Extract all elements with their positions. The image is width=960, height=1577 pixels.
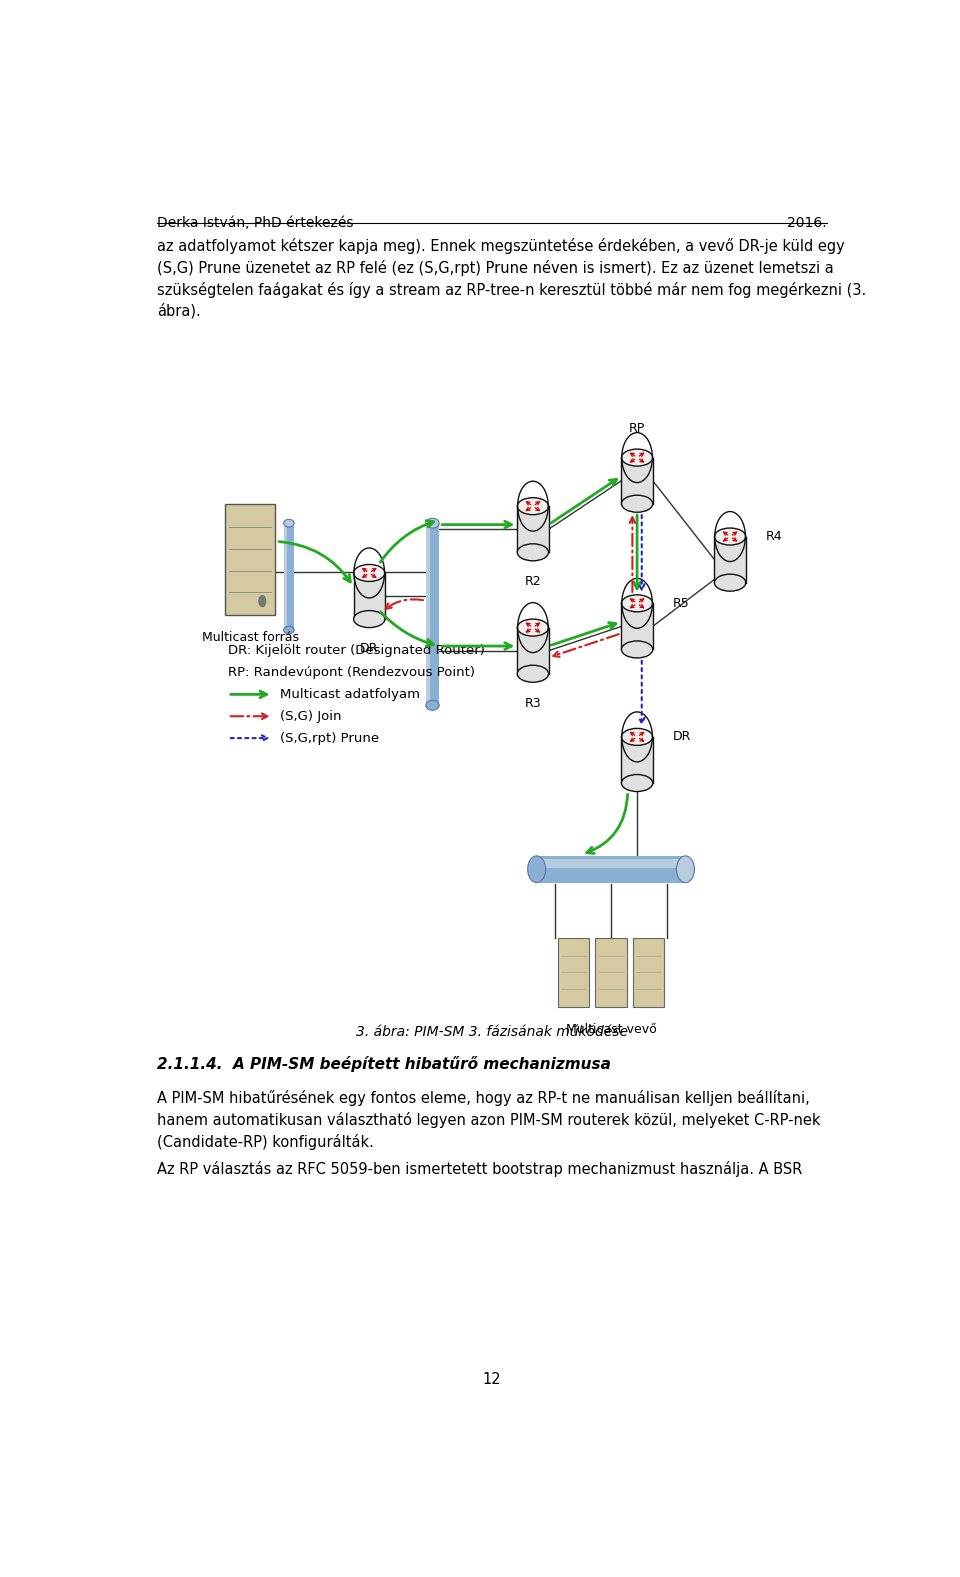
Text: RP: RP	[629, 421, 645, 435]
Text: A PIM-SM hibatűrésének egy fontos eleme, hogy az RP-t ne manuálisan kelljen beál: A PIM-SM hibatűrésének egy fontos eleme,…	[157, 1090, 810, 1105]
Text: az adatfolyamot kétszer kapja meg). Ennek megszüntetése érdekében, a vevő DR-je : az adatfolyamot kétszer kapja meg). Enne…	[157, 238, 845, 254]
Ellipse shape	[517, 665, 548, 683]
Ellipse shape	[677, 856, 694, 883]
FancyBboxPatch shape	[558, 938, 589, 1008]
Ellipse shape	[517, 544, 548, 561]
Text: DR: Kijelölt router (Designated Router): DR: Kijelölt router (Designated Router)	[228, 643, 485, 658]
Ellipse shape	[621, 774, 653, 792]
Ellipse shape	[353, 565, 385, 582]
Text: (S,G,rpt) Prune: (S,G,rpt) Prune	[280, 732, 379, 744]
Ellipse shape	[517, 620, 548, 636]
Text: R2: R2	[524, 576, 541, 588]
Bar	[517, 628, 548, 673]
Ellipse shape	[517, 498, 548, 514]
Bar	[283, 524, 294, 631]
Circle shape	[259, 596, 266, 607]
Bar	[621, 736, 653, 784]
Text: Az RP választás az RFC 5059-ben ismertetett bootstrap mechanizmust használja. A : Az RP választás az RFC 5059-ben ismertet…	[157, 1161, 803, 1176]
Bar	[537, 858, 685, 867]
Text: (S,G) Join: (S,G) Join	[280, 710, 342, 722]
Text: Multicast vevő: Multicast vevő	[565, 1023, 657, 1036]
Ellipse shape	[621, 640, 653, 658]
Ellipse shape	[714, 528, 746, 546]
Text: (Candidate-RP) konfigurálták.: (Candidate-RP) konfigurálták.	[157, 1134, 374, 1150]
Bar	[621, 457, 653, 503]
Text: Derka István, PhD értekezés: Derka István, PhD értekezés	[157, 216, 353, 230]
Bar	[353, 572, 385, 620]
Text: ábra).: ábra).	[157, 303, 201, 319]
Ellipse shape	[621, 495, 653, 513]
Ellipse shape	[621, 449, 653, 467]
Bar	[517, 506, 548, 552]
FancyBboxPatch shape	[226, 503, 276, 615]
Text: R3: R3	[524, 697, 541, 710]
Ellipse shape	[283, 519, 294, 527]
Text: 2016.: 2016.	[787, 216, 827, 230]
Ellipse shape	[426, 519, 439, 528]
Text: 12: 12	[483, 1372, 501, 1386]
Text: R4: R4	[766, 530, 782, 542]
Text: hanem automatikusan választható legyen azon PIM-SM routerek közül, melyeket C-RP: hanem automatikusan választható legyen a…	[157, 1112, 821, 1128]
Bar	[621, 604, 653, 650]
Ellipse shape	[714, 574, 746, 591]
Text: Multicast forrás: Multicast forrás	[202, 631, 299, 645]
Ellipse shape	[283, 626, 294, 634]
Bar	[426, 524, 430, 705]
Text: 2.1.1.4.  A PIM-SM beépített hibatűrő mechanizmusa: 2.1.1.4. A PIM-SM beépített hibatűrő mec…	[157, 1057, 612, 1072]
Text: (S,G) Prune üzenetet az RP felé (ez (S,G,rpt) Prune néven is ismert). Ez az üzen: (S,G) Prune üzenetet az RP felé (ez (S,G…	[157, 260, 834, 276]
Ellipse shape	[528, 856, 545, 883]
Bar	[283, 524, 287, 631]
Text: DR: DR	[360, 642, 378, 654]
Ellipse shape	[621, 729, 653, 746]
Text: DR: DR	[673, 730, 691, 743]
Ellipse shape	[426, 700, 439, 710]
Ellipse shape	[353, 610, 385, 628]
Ellipse shape	[621, 595, 653, 612]
Bar	[426, 524, 439, 705]
Text: szükségtelen faágakat és így a stream az RP-tree-n keresztül többé már nem fog m: szükségtelen faágakat és így a stream az…	[157, 282, 867, 298]
Text: R5: R5	[673, 596, 689, 610]
Bar	[714, 536, 746, 582]
Text: RP: Randevúpont (Rendezvous Point): RP: Randevúpont (Rendezvous Point)	[228, 665, 475, 680]
Text: Multicast adatfolyam: Multicast adatfolyam	[280, 688, 420, 700]
Text: 3. ábra: PIM-SM 3. fázisának működése: 3. ábra: PIM-SM 3. fázisának működése	[356, 1025, 628, 1039]
FancyBboxPatch shape	[595, 938, 627, 1008]
FancyBboxPatch shape	[633, 938, 664, 1008]
Bar	[537, 856, 685, 883]
